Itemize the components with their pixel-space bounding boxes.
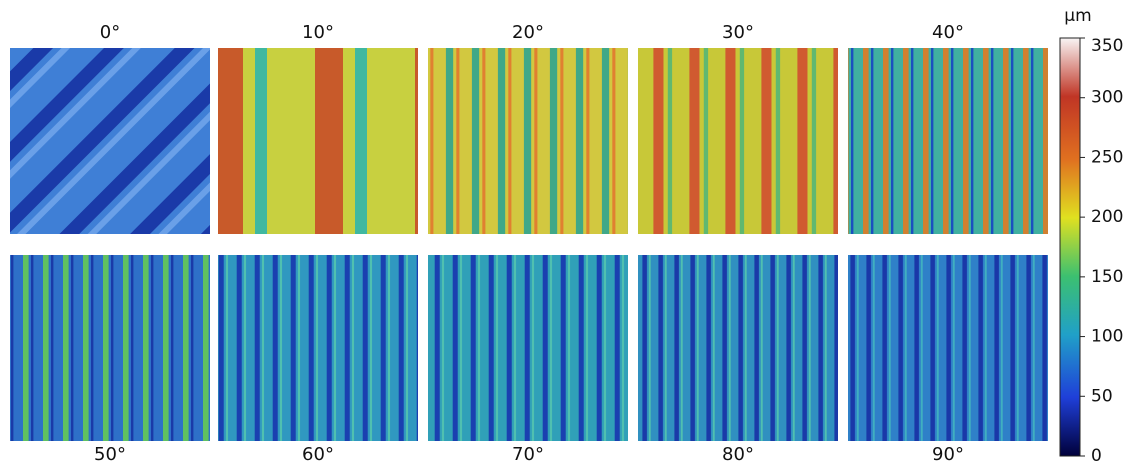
surface-image [848,255,1048,441]
surface-image [428,48,628,234]
colorbar-tick-label: 0 [1091,446,1102,466]
surface-image [218,48,418,234]
panel-label: 80° [722,444,754,465]
colorbar-unit: µm [1064,6,1091,26]
surface-image [848,48,1048,234]
surface-image [638,48,838,234]
colorbar-tick-label: 300 [1091,88,1123,108]
panel-label: 0° [100,22,120,43]
panel-label: 10° [302,22,334,43]
colorbar-tick-label: 100 [1091,327,1123,347]
colorbar-tick-label: 250 [1091,147,1123,167]
panel-label: 30° [722,22,754,43]
surface-image [428,255,628,441]
surface-image [218,255,418,441]
panel-label: 20° [512,22,544,43]
panel-label: 60° [302,444,334,465]
colorbar-tick-label: 150 [1091,267,1123,287]
surface-image [10,255,210,441]
panel-label: 50° [94,444,126,465]
colorbar-tick-label: 200 [1091,207,1123,227]
panel-label: 40° [932,22,964,43]
panel-label: 90° [932,444,964,465]
surface-image [10,48,210,234]
colorbar-tick-label: 50 [1091,386,1113,406]
surface-image [638,255,838,441]
colorbar [1059,37,1081,457]
colorbar-tick-label: 350 [1091,36,1123,56]
panel-label: 70° [512,444,544,465]
